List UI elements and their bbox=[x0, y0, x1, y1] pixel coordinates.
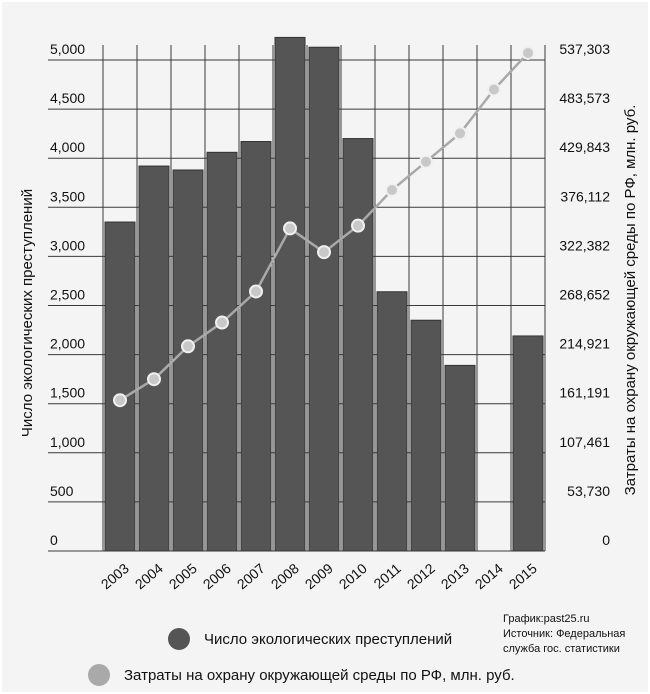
left-tick-label: 1,000 bbox=[50, 434, 85, 450]
legend-crimes-label: Число экологических преступлений bbox=[204, 630, 453, 648]
source-note: График:past25.ru Источник: Федеральная с… bbox=[503, 612, 625, 657]
spending-point-2011 bbox=[385, 183, 399, 198]
left-tick-label: 3,500 bbox=[50, 188, 85, 204]
spending-point-2005 bbox=[181, 339, 195, 354]
right-axis-label: Затраты на охрану окружающей среды по РФ… bbox=[622, 105, 639, 496]
bar-2013 bbox=[444, 364, 476, 552]
legend-item-spending: Затраты на охрану окружающей среды по РФ… bbox=[88, 664, 515, 686]
left-tick-label: 5,000 bbox=[50, 41, 85, 57]
left-tick-label: 2,000 bbox=[50, 336, 85, 352]
bar-2010 bbox=[342, 138, 374, 552]
bar-2006 bbox=[206, 151, 238, 552]
spending-point-2003 bbox=[113, 393, 127, 408]
left-tick-label: 500 bbox=[50, 483, 74, 499]
right-tick-label: 161,191 bbox=[559, 385, 610, 401]
right-tick-label: 429,843 bbox=[559, 139, 610, 155]
bar-2011 bbox=[376, 291, 408, 552]
right-tick-label: 268,652 bbox=[559, 287, 610, 303]
bar-2008 bbox=[274, 36, 306, 552]
bar-2003 bbox=[104, 221, 136, 552]
right-tick-label: 483,573 bbox=[559, 90, 610, 106]
source-credit: График:past25.ru bbox=[503, 613, 590, 625]
right-tick-label: 0 bbox=[602, 532, 610, 548]
left-tick-label: 4,500 bbox=[50, 90, 85, 106]
left-tick-label: 1,500 bbox=[50, 385, 85, 401]
left-tick-label: 3,000 bbox=[50, 237, 85, 253]
spending-point-2010 bbox=[351, 218, 365, 233]
right-tick-label: 214,921 bbox=[559, 336, 610, 352]
legend-crimes-marker bbox=[168, 628, 190, 650]
left-tick-label: 2,500 bbox=[50, 287, 85, 303]
right-tick-label: 376,112 bbox=[560, 188, 610, 204]
line-layer bbox=[113, 45, 535, 408]
bar-2012 bbox=[410, 319, 442, 552]
left-axis-ticks: 0 500 1,000 1,500 2,000 2,500 3,000 3,500 4,000 4… bbox=[50, 41, 85, 548]
left-tick-label: 4,000 bbox=[50, 139, 85, 155]
right-tick-label: 107,461 bbox=[559, 434, 610, 450]
spending-point-2013 bbox=[453, 126, 467, 141]
legend-item-crimes: Число экологических преступлений bbox=[168, 628, 452, 650]
right-axis-ticks: 0 53,730 107,461 161,191 214,921 268,652 322,3… bbox=[559, 41, 610, 548]
spending-point-2008 bbox=[283, 221, 297, 236]
spending-point-2009 bbox=[317, 245, 331, 260]
bar-2009 bbox=[308, 46, 340, 552]
bar-2007 bbox=[240, 141, 272, 552]
source-origin-line1: Источник: Федеральная bbox=[503, 628, 626, 640]
right-tick-label: 537,303 bbox=[559, 41, 610, 57]
bar-2015 bbox=[512, 335, 544, 552]
legend-spending-marker bbox=[88, 664, 110, 686]
spending-point-2015 bbox=[521, 45, 535, 60]
spending-point-2014 bbox=[487, 82, 501, 97]
spending-point-2004 bbox=[147, 372, 161, 387]
right-tick-label: 53,730 bbox=[567, 483, 610, 499]
spending-point-2007 bbox=[249, 284, 263, 299]
bar-2004 bbox=[138, 165, 170, 552]
spending-point-2012 bbox=[419, 154, 433, 169]
legend-spending-label: Затраты на охрану окружающей среды по РФ… bbox=[124, 666, 515, 684]
spending-point-2006 bbox=[215, 315, 229, 330]
source-origin-line2: служба гос. статистики bbox=[503, 643, 620, 655]
bar-2005 bbox=[172, 169, 204, 552]
left-tick-label: 0 bbox=[50, 532, 58, 548]
left-axis-label: Число экологических преступлений bbox=[19, 189, 36, 437]
bars-layer bbox=[104, 36, 544, 552]
right-tick-label: 322,382 bbox=[559, 237, 610, 253]
